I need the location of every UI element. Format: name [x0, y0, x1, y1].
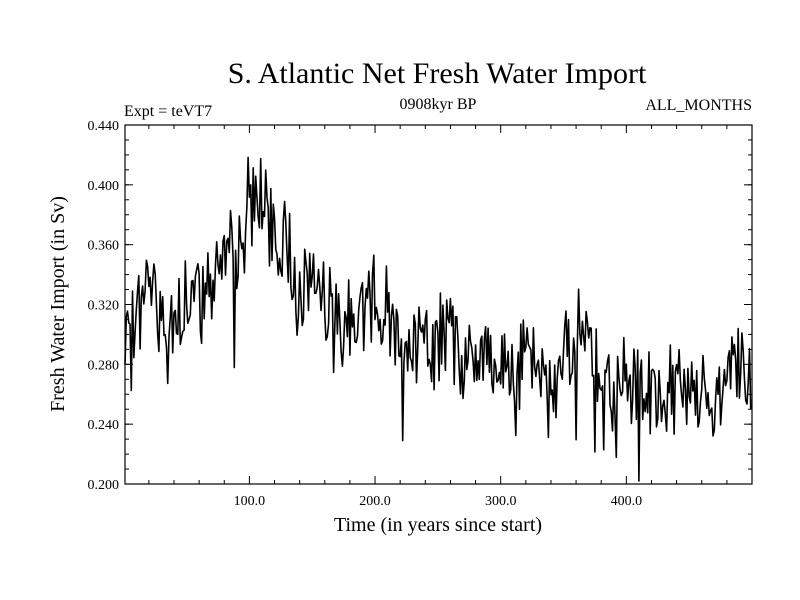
- x-tick-label: 400.0: [611, 494, 643, 509]
- x-axis: 100.0 200.0 300.0 400.0: [148, 125, 728, 509]
- y-tick-label: 0.400: [88, 179, 120, 194]
- y-axis-label: Fresh Water Import (in Sv): [47, 196, 69, 412]
- y-tick-label: 0.280: [88, 358, 120, 373]
- y-axis: 0.200 0.240 0.280 0.320 0.360 0.400 0.440: [88, 119, 752, 493]
- series-line: [124, 156, 753, 482]
- x-tick-label: 100.0: [234, 494, 266, 509]
- y-tick-label: 0.240: [88, 418, 120, 433]
- x-tick-label: 200.0: [359, 494, 391, 509]
- experiment-label: Expt = teVT7: [124, 103, 212, 120]
- plot-frame: [124, 124, 753, 485]
- y-tick-label: 0.200: [88, 478, 120, 493]
- months-label: ALL_MONTHS: [645, 97, 752, 114]
- y-tick-label: 0.440: [88, 119, 120, 134]
- y-tick-label: 0.360: [88, 239, 120, 254]
- x-tick-label: 300.0: [485, 494, 517, 509]
- y-tick-label: 0.320: [88, 299, 120, 314]
- x-axis-label: Time (in years since start): [334, 514, 542, 536]
- chart-title: S. Atlantic Net Fresh Water Import: [228, 57, 647, 90]
- period-label: 0908kyr BP: [400, 96, 477, 113]
